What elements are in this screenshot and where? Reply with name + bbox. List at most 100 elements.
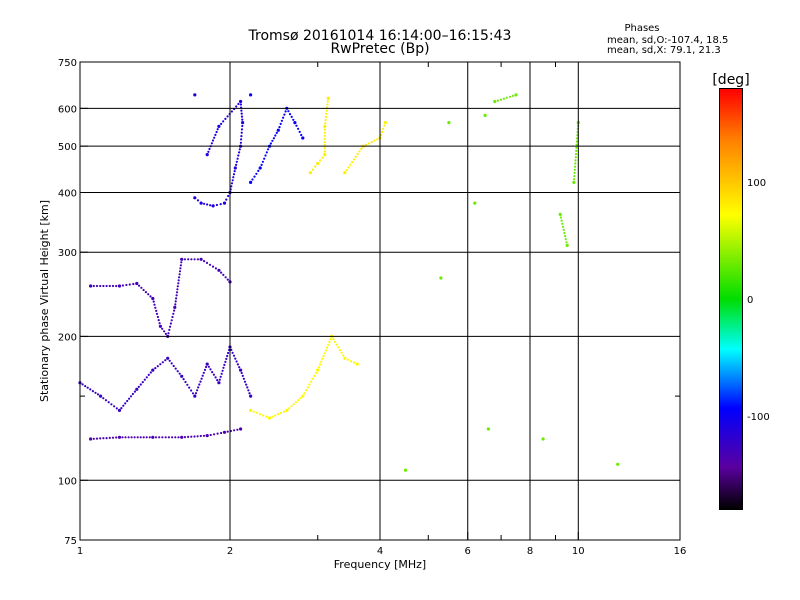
echo-point bbox=[173, 305, 177, 309]
echo-point bbox=[287, 110, 290, 113]
echo-point bbox=[308, 171, 312, 175]
echo-point bbox=[275, 131, 278, 134]
x-axis-label: Frequency [MHz] bbox=[334, 558, 426, 571]
echo-point bbox=[238, 366, 241, 369]
echo-point bbox=[232, 173, 236, 176]
echo-point bbox=[239, 141, 242, 144]
echo-point bbox=[108, 284, 111, 288]
echo-point bbox=[171, 436, 174, 439]
echo-point bbox=[239, 103, 242, 106]
echo-point bbox=[299, 397, 302, 400]
echo-point bbox=[351, 161, 354, 164]
echo-point bbox=[220, 122, 223, 125]
echo-point bbox=[305, 389, 308, 392]
echo-point bbox=[133, 436, 136, 439]
echo-point bbox=[320, 360, 323, 363]
echo-point bbox=[373, 139, 376, 142]
echo-point bbox=[353, 361, 356, 364]
echo-point bbox=[144, 291, 147, 294]
echo-point bbox=[324, 115, 328, 119]
echo-point bbox=[158, 322, 161, 325]
x-tick-label: 8 bbox=[527, 546, 533, 557]
echo-point bbox=[564, 235, 567, 238]
echo-point bbox=[179, 267, 182, 270]
echo-point bbox=[447, 121, 451, 125]
echo-point bbox=[196, 199, 200, 202]
echo-point bbox=[240, 115, 244, 118]
echo-point bbox=[178, 270, 182, 273]
echo-point bbox=[558, 212, 562, 216]
echo-point bbox=[102, 437, 105, 440]
echo-point bbox=[295, 124, 298, 127]
echo-point bbox=[323, 147, 326, 150]
echo-point bbox=[505, 96, 508, 99]
echo-point bbox=[111, 284, 115, 288]
echo-point bbox=[176, 285, 179, 288]
echo-point bbox=[240, 131, 243, 134]
echo-point bbox=[237, 154, 240, 157]
echo-point bbox=[251, 178, 254, 181]
echo-point bbox=[172, 364, 175, 368]
echo-point bbox=[212, 373, 215, 376]
echo-point bbox=[246, 386, 249, 389]
echo-point bbox=[439, 276, 443, 280]
echo-point bbox=[308, 383, 311, 386]
echo-point bbox=[263, 157, 266, 160]
echo-point bbox=[241, 121, 245, 125]
stats-o-mode: mean, sd,O:-107.4, 18.5 bbox=[607, 35, 728, 46]
echo-point bbox=[238, 151, 241, 154]
echo-point bbox=[282, 116, 285, 119]
echo-point bbox=[167, 332, 170, 335]
echo-point bbox=[338, 349, 341, 352]
echo-point bbox=[174, 436, 177, 439]
echo-point bbox=[234, 357, 237, 360]
echo-point bbox=[196, 389, 199, 392]
echo-point bbox=[176, 288, 179, 291]
echo-point bbox=[151, 368, 155, 372]
echo-point bbox=[225, 357, 228, 360]
echo-point bbox=[158, 324, 162, 328]
echo-point bbox=[327, 343, 330, 346]
echo-point bbox=[240, 135, 243, 138]
echo-point bbox=[209, 204, 212, 207]
echo-point bbox=[199, 257, 203, 261]
echo-point bbox=[216, 432, 219, 435]
echo-point bbox=[232, 176, 235, 179]
echo-point bbox=[343, 356, 347, 360]
echo-point bbox=[120, 407, 123, 410]
echo-point bbox=[301, 394, 305, 398]
echo-point bbox=[240, 109, 243, 112]
echo-point bbox=[196, 435, 199, 438]
echo-point bbox=[561, 222, 564, 225]
echo-point bbox=[564, 238, 567, 241]
echo-point bbox=[328, 340, 331, 344]
echo-point bbox=[132, 282, 135, 286]
echo-point bbox=[326, 346, 329, 349]
echo-point bbox=[205, 362, 209, 366]
echo-point bbox=[310, 380, 313, 383]
echo-point bbox=[214, 267, 217, 270]
echo-point bbox=[323, 128, 326, 131]
echo-point bbox=[95, 437, 99, 440]
echo-point bbox=[217, 124, 221, 128]
echo-point bbox=[285, 408, 289, 412]
echo-point bbox=[196, 258, 199, 261]
echo-point bbox=[208, 263, 212, 266]
echo-point bbox=[367, 142, 370, 145]
echo-point bbox=[222, 430, 227, 434]
echo-point bbox=[176, 370, 179, 373]
echo-point bbox=[180, 261, 183, 264]
echo-point bbox=[233, 166, 237, 170]
echo-point bbox=[216, 379, 219, 382]
echo-point bbox=[326, 103, 329, 106]
echo-point bbox=[274, 134, 277, 137]
echo-point bbox=[214, 376, 217, 379]
echo-point bbox=[342, 354, 345, 357]
echo-point bbox=[222, 201, 227, 205]
echo-point bbox=[235, 105, 238, 108]
echo-point bbox=[210, 142, 213, 145]
colorbar-tick-label: 0 bbox=[747, 295, 753, 306]
echo-point bbox=[199, 434, 202, 438]
echo-point bbox=[175, 291, 179, 294]
echo-point bbox=[264, 154, 267, 157]
